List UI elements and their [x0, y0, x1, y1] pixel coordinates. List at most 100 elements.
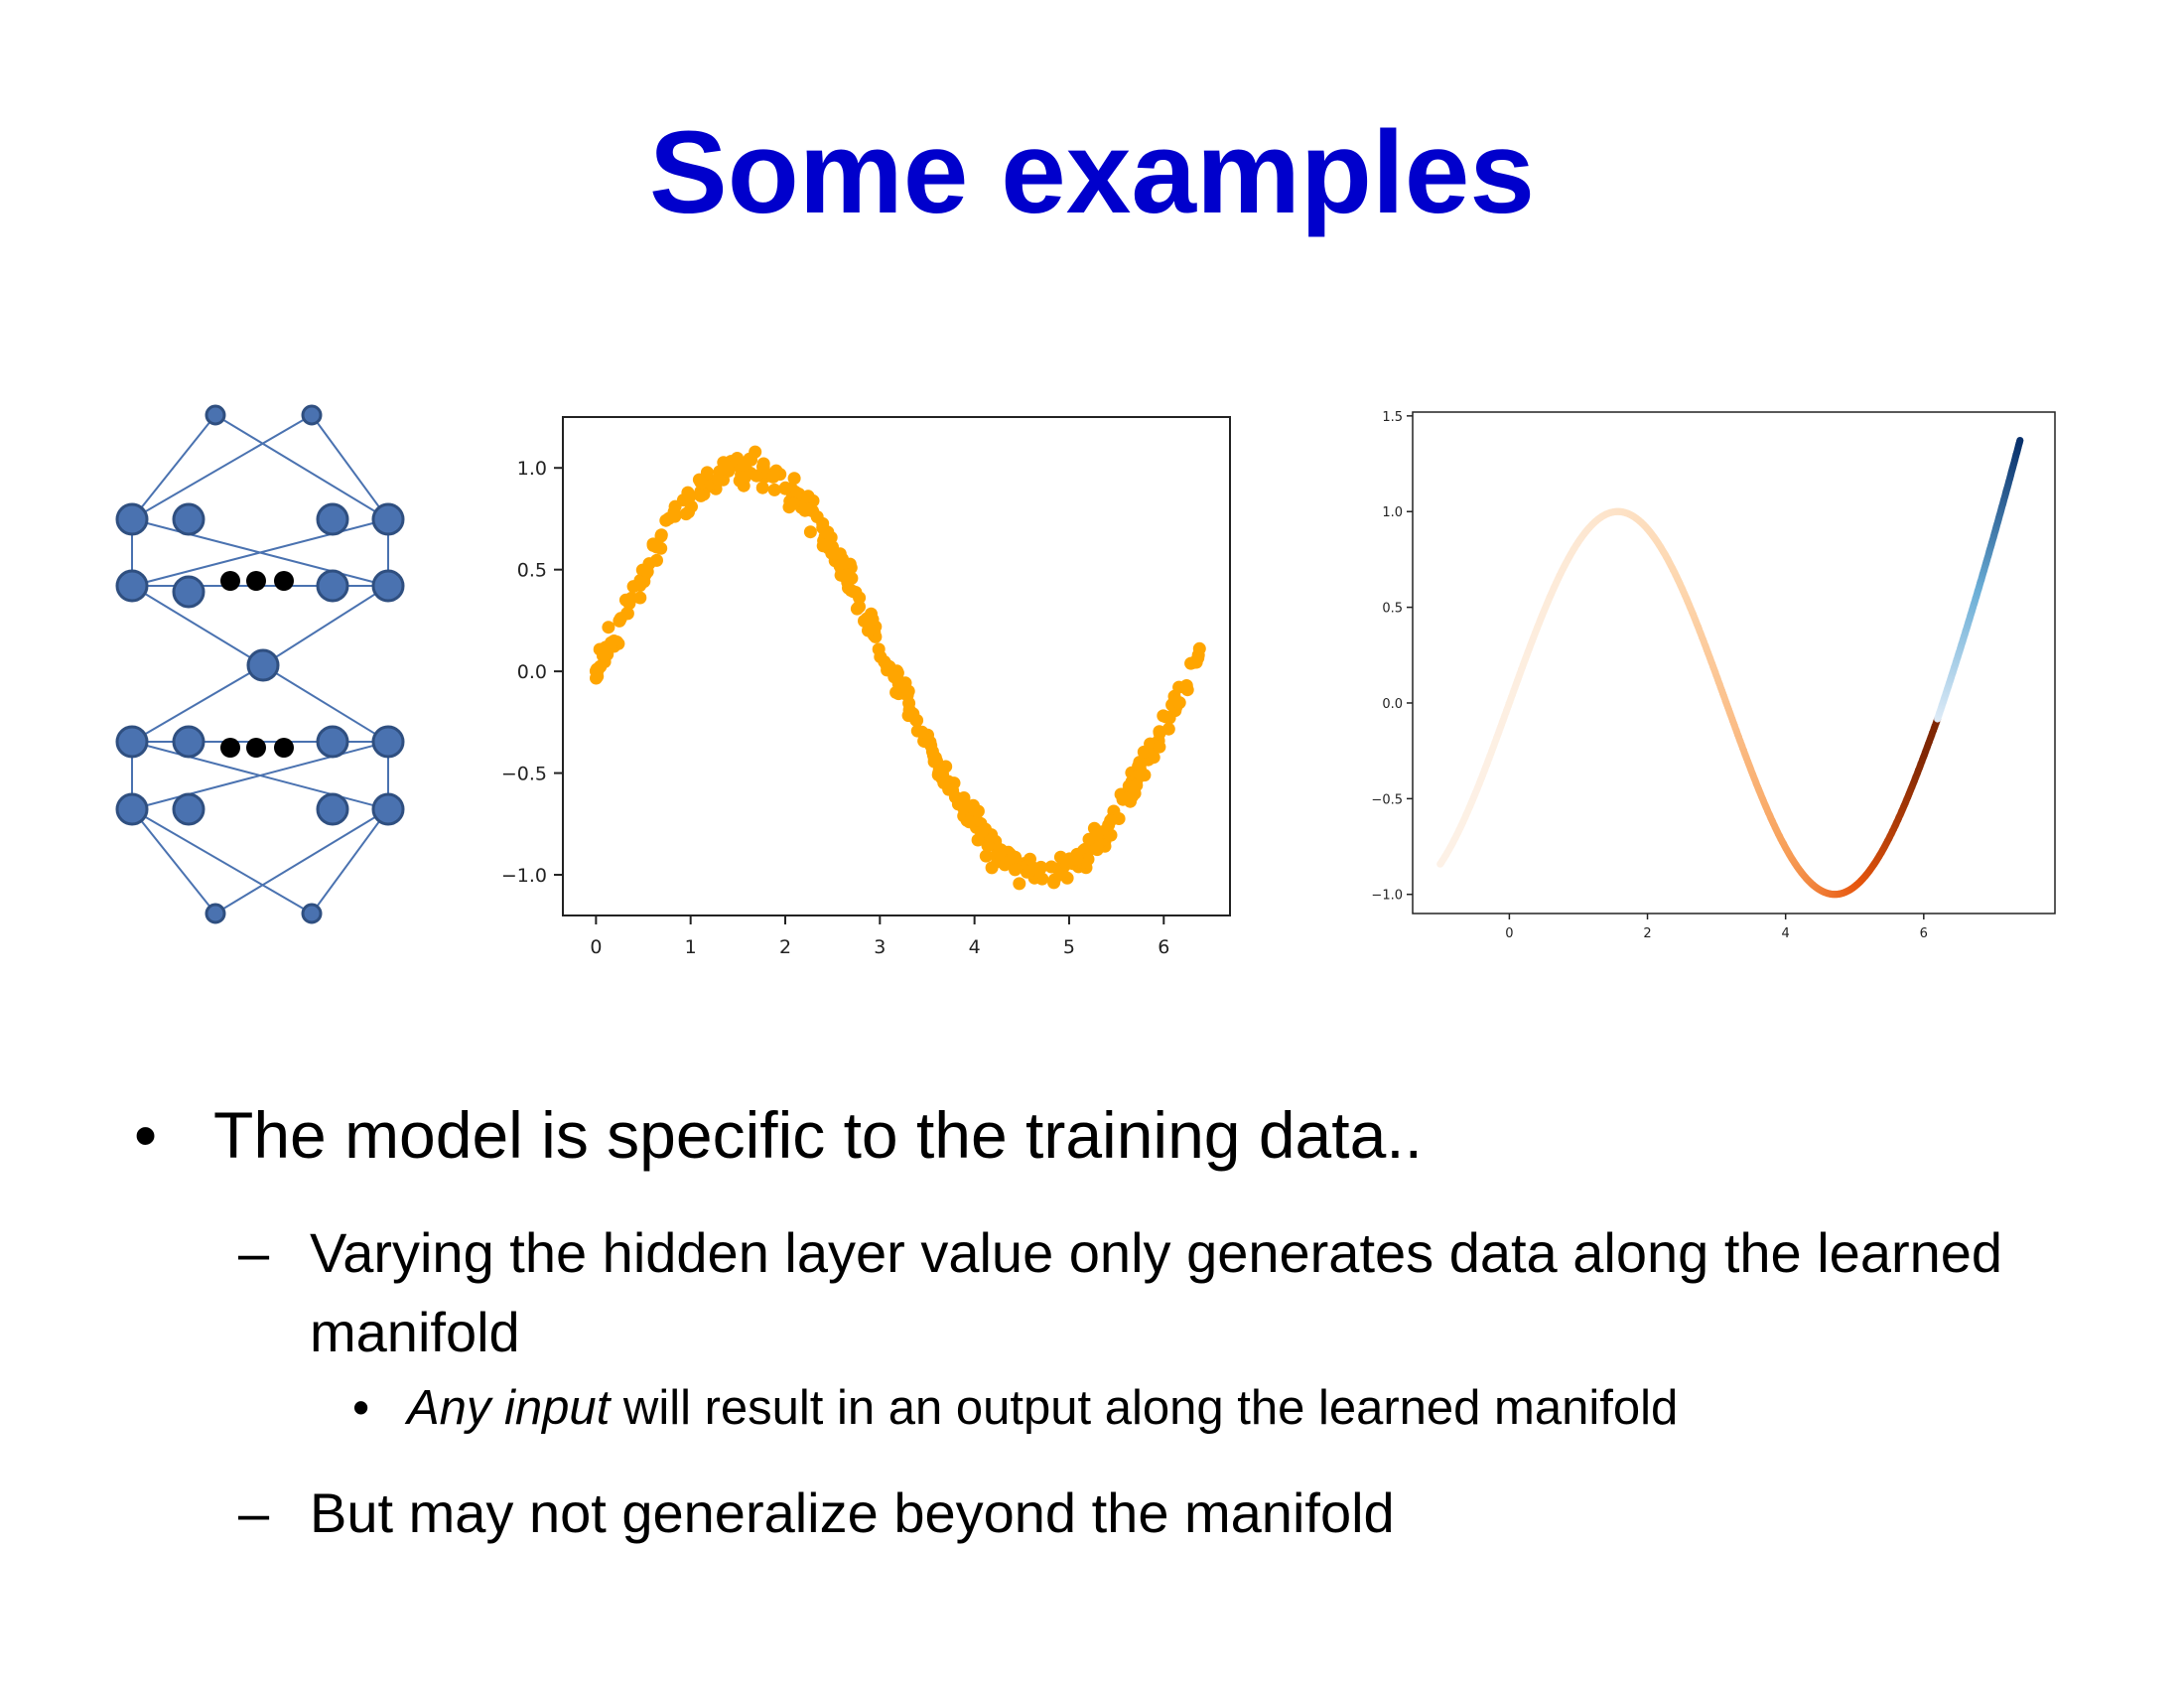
chart1-point	[849, 586, 863, 599]
network-edge	[262, 585, 389, 666]
chart1-point	[766, 470, 780, 484]
chart1-point	[679, 507, 693, 521]
chart1-point	[1120, 791, 1134, 805]
network-node	[316, 792, 349, 826]
chart2-y-tick-label: −1.0	[1371, 889, 1403, 904]
chart1-point	[1153, 740, 1166, 754]
chart2-y-tick-label: 0.0	[1382, 697, 1403, 712]
network-node	[301, 404, 323, 426]
chart1-point	[937, 776, 951, 789]
chart1-point	[933, 764, 947, 777]
chart1-point	[1090, 827, 1104, 841]
chart1-point	[712, 472, 726, 486]
chart1-point	[778, 482, 792, 495]
network-node	[115, 502, 149, 536]
chart2-y-tick-label: 0.5	[1382, 602, 1403, 617]
chart1-x-tick-label: 5	[1063, 936, 1075, 958]
chart1-y-tick-label: 0.0	[517, 661, 547, 683]
slide-title: Some examples	[648, 107, 1536, 238]
chart1-point	[915, 725, 929, 739]
chart1-x-tick-label: 4	[969, 936, 981, 958]
network-node	[371, 792, 405, 826]
chart1-point	[902, 703, 916, 717]
chart2-points	[1436, 437, 2024, 899]
network-edge	[131, 808, 313, 914]
network-node	[205, 903, 226, 924]
chart1-x-tick-label: 3	[874, 936, 886, 958]
chart1-point	[1013, 877, 1026, 891]
chart1-point	[836, 569, 850, 583]
chart1-point	[993, 847, 1007, 861]
chart1-point	[646, 538, 660, 552]
chart1-x-ticks: 0 1 2 3 4 5 6	[590, 915, 1169, 958]
chart1-point	[605, 635, 618, 649]
chart1-point	[733, 474, 747, 488]
chart1-point	[767, 483, 781, 496]
chart1-point	[1081, 852, 1095, 866]
network-node	[172, 725, 205, 759]
chart1-point	[1090, 843, 1104, 857]
chart1-point	[828, 547, 842, 561]
network-node	[371, 569, 405, 603]
network-node	[115, 792, 149, 826]
ellipsis-dot	[274, 738, 294, 758]
network-node	[316, 725, 349, 759]
chart1-x-tick-label: 6	[1158, 936, 1169, 958]
chart1-point	[798, 503, 812, 517]
chart1-point	[1130, 778, 1144, 792]
chart1-point	[667, 505, 681, 519]
chart1-point	[862, 624, 875, 637]
chart1-point	[594, 659, 608, 673]
network-node	[301, 903, 323, 924]
chart1-point	[874, 650, 887, 663]
chart2-x-tick-label: 2	[1643, 926, 1651, 941]
chart2-y-tick-label: −0.5	[1371, 792, 1403, 807]
chart1-point	[985, 861, 999, 875]
bullet-text: The model is specific to the training da…	[213, 1098, 1423, 1172]
chart1-point	[1053, 868, 1066, 882]
chart1-point	[1192, 641, 1206, 655]
ellipsis-dot	[220, 738, 240, 758]
chart2-y-ticks: 1.5 1.0 0.5 0.0 −0.5 −1.0	[1371, 410, 1413, 904]
chart1-points	[589, 445, 1206, 891]
dash-marker: –	[238, 1221, 270, 1284]
chart1-point	[971, 804, 985, 818]
chart1-point	[1179, 679, 1193, 692]
chart1-point	[863, 614, 877, 628]
chart1-point	[1069, 852, 1083, 866]
network-edge	[214, 414, 389, 520]
network-node	[205, 404, 226, 426]
chart1-point	[887, 670, 901, 684]
chart1-point	[692, 473, 706, 487]
ellipsis-dot	[246, 738, 266, 758]
chart1-point	[883, 659, 896, 673]
chart2-x-tick-label: 4	[1782, 926, 1790, 941]
network-node	[316, 569, 349, 603]
emphasized-text: Any input	[407, 1381, 611, 1435]
chart1-x-tick-label: 2	[779, 936, 791, 958]
chart2-y-tick-label: 1.0	[1382, 505, 1403, 520]
network-node	[172, 502, 205, 536]
chart1-point	[786, 496, 800, 510]
chart1-point	[1023, 865, 1036, 879]
chart1-y-tick-label: −1.0	[501, 865, 547, 887]
network-node	[115, 569, 149, 603]
chart1-point	[737, 458, 751, 472]
chart1-point	[1104, 828, 1118, 842]
chart1-x-tick-label: 0	[590, 936, 602, 958]
chart1-point	[755, 481, 769, 494]
chart1-point	[810, 510, 824, 523]
network-node	[115, 725, 149, 759]
chart1-point	[620, 607, 634, 621]
network-edge	[131, 741, 389, 810]
chart1-point	[1134, 768, 1148, 781]
chart1-point	[1102, 818, 1116, 832]
chart1-point	[1160, 710, 1173, 724]
chart1-point	[963, 815, 976, 829]
chart1-point	[852, 600, 866, 614]
chart1-point	[1172, 696, 1186, 710]
chart1-point	[681, 486, 695, 499]
chart1-point	[946, 783, 960, 797]
